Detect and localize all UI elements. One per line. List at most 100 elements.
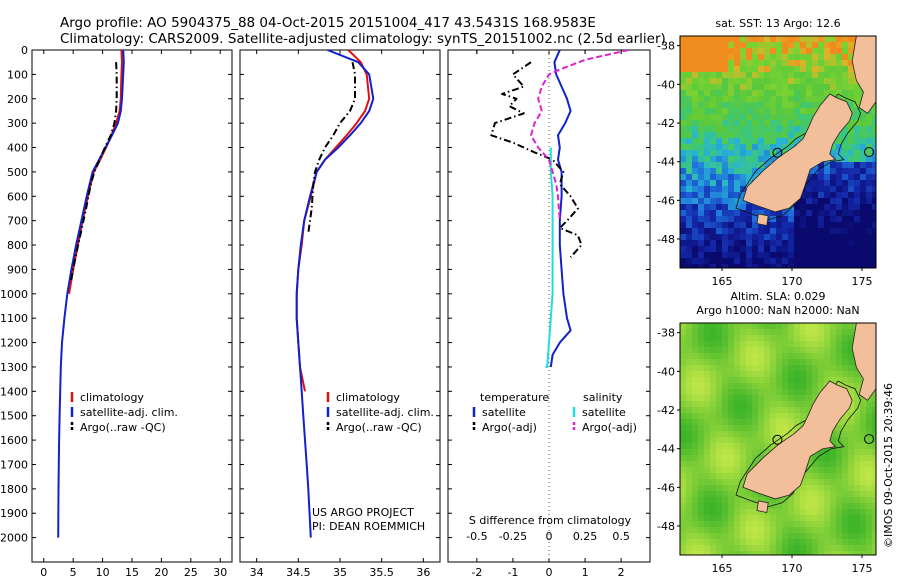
map-cell [716,341,723,348]
map-cell [722,395,729,402]
map-cell [680,539,687,546]
map-cell [728,174,735,181]
map-cell [830,533,837,540]
map-cell [860,491,867,498]
map-cell [842,126,849,133]
map-cell [806,365,813,372]
map-cell [860,515,867,522]
map-cell [716,222,723,229]
map-cell [686,36,693,43]
map-cell [710,210,717,217]
map-cell [740,425,747,432]
map-cell [806,533,813,540]
map-cell [830,162,837,169]
map-cell [746,377,753,384]
map-cell [866,210,873,217]
map-cell [716,138,723,145]
map-cell [722,114,729,121]
map-cell [788,126,795,133]
map-cell [854,222,861,229]
map-cell [746,264,753,268]
map-cell [752,138,759,145]
map-cell [710,449,717,456]
map-cell [866,545,873,552]
map-cell [698,551,705,555]
map-cell [680,485,687,492]
map-cell [746,491,753,498]
map-cell [752,42,759,49]
map-cell [812,228,819,235]
map-cell [866,419,873,426]
map-cell [692,437,699,444]
map-cell [692,371,699,378]
map-cell [806,467,813,474]
map-cell [740,503,747,510]
map-cell [746,138,753,145]
map-cell [716,335,723,342]
map-cell [746,443,753,450]
map-cell [746,431,753,438]
map-cell [692,521,699,528]
map-cell [716,527,723,534]
map-cell [758,150,765,157]
map-cell [824,90,831,97]
map-cell [722,509,729,516]
map-cell [848,246,855,253]
map-cell [758,443,765,450]
map-cell [866,509,873,516]
map-cell [722,539,729,546]
map-cell [752,54,759,61]
map-cell [854,413,861,420]
map-cell [698,503,705,510]
map-cell [866,150,873,157]
map-cell [794,228,801,235]
map-cell [842,377,849,384]
map-cell [806,246,813,253]
map-cell [758,114,765,121]
map-cell [794,210,801,217]
map-cell [698,36,705,43]
map-cell [836,455,843,462]
map-cell [692,329,699,336]
map-cell [782,108,789,115]
map-cell [836,479,843,486]
map-cell [848,168,855,175]
map-cell [866,425,873,432]
map-cell [848,174,855,181]
map-cell [728,186,735,193]
map-cell [752,419,759,426]
map-cell [722,204,729,211]
map-cell [698,222,705,229]
map-cell [680,60,687,67]
map-cell [704,174,711,181]
map-cell [836,533,843,540]
map-cell [704,515,711,522]
map-cell [818,533,825,540]
map-cell [854,545,861,552]
map-cell [788,389,795,396]
sla-map-title2: Argo h1000: NaN h2000: NaN [696,304,859,317]
map-cell [854,479,861,486]
map-cell [686,485,693,492]
map-cell [734,467,741,474]
map-cell [836,240,843,247]
map-cell [866,533,873,540]
map-cell [770,234,777,241]
map-cell [722,431,729,438]
map-cell [722,78,729,85]
map-cell [794,407,801,414]
legend-label: climatology [336,391,400,404]
map-cell [830,72,837,79]
map-cell [866,120,873,127]
map-cell [776,509,783,516]
map-cell [752,371,759,378]
map-cell [734,455,741,462]
map-cell [830,491,837,498]
map-cell [692,258,699,265]
map-cell [770,371,777,378]
map-cell [794,377,801,384]
map-cell [854,210,861,217]
map-cell [842,449,849,456]
map-cell [776,545,783,552]
map-cell [722,443,729,450]
